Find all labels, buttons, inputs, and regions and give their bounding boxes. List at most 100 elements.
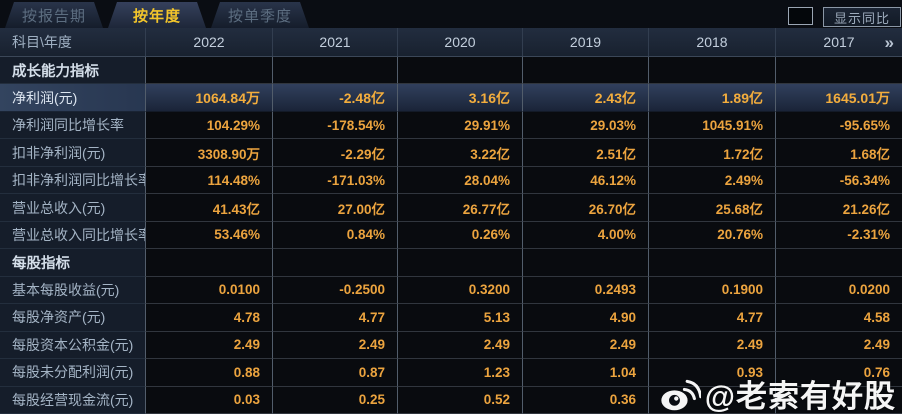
row-cell: 104.29% bbox=[145, 111, 272, 140]
row-cell: 21.26亿 bbox=[775, 194, 902, 222]
year-header-2021: 2021 bbox=[272, 28, 397, 56]
row-cell: 0.36 bbox=[522, 386, 648, 414]
row-cell bbox=[775, 249, 902, 277]
period-tab-bar: 按报告期 按年度 按单季度 显示同比 bbox=[0, 0, 902, 28]
row-cell: 0.0200 bbox=[775, 276, 902, 305]
row-cell bbox=[522, 249, 648, 277]
row-cell: 1.68亿 bbox=[775, 139, 902, 167]
row-cell: 4.58 bbox=[775, 304, 902, 332]
row-cell: 3.22亿 bbox=[397, 139, 522, 167]
year-header-2018: 2018 bbox=[648, 28, 775, 56]
table-row[interactable]: 每股净资产(元) 4.78 4.77 5.13 4.90 4.77 4.58 bbox=[0, 304, 902, 332]
row-label: 营业总收入同比增长率 bbox=[0, 221, 145, 250]
tab-yearly[interactable]: 按年度 bbox=[108, 2, 206, 28]
row-cell: 4.77 bbox=[648, 304, 775, 332]
row-cell: 1064.84万 bbox=[145, 84, 272, 112]
row-label: 每股指标 bbox=[0, 249, 145, 277]
show-yoy-button[interactable]: 显示同比 bbox=[823, 7, 901, 27]
row-cell: 0.87 bbox=[272, 359, 397, 387]
row-cell: -2.29亿 bbox=[272, 139, 397, 167]
row-cell: 2.49 bbox=[648, 331, 775, 360]
row-cell: 2.49% bbox=[648, 166, 775, 195]
more-years-icon[interactable]: » bbox=[884, 32, 894, 52]
row-cell: 25.68亿 bbox=[648, 194, 775, 222]
row-cell: 29.91% bbox=[397, 111, 522, 140]
row-cell: 3308.90万 bbox=[145, 139, 272, 167]
row-cell: 0.3200 bbox=[397, 276, 522, 305]
row-label: 每股净资产(元) bbox=[0, 304, 145, 332]
row-cell bbox=[775, 386, 902, 414]
row-label: 每股资本公积金(元) bbox=[0, 331, 145, 360]
row-label: 营业总收入(元) bbox=[0, 194, 145, 222]
row-cell: 0.03 bbox=[145, 386, 272, 414]
row-cell: 1.23 bbox=[397, 359, 522, 387]
row-cell bbox=[397, 57, 522, 85]
row-cell: 1645.01万 bbox=[775, 84, 902, 112]
row-cell: 3.16亿 bbox=[397, 84, 522, 112]
row-cell: 0.76 bbox=[775, 359, 902, 387]
row-cell: 2.49 bbox=[522, 331, 648, 360]
row-cell bbox=[272, 249, 397, 277]
row-cell: 2.49 bbox=[272, 331, 397, 360]
row-cell bbox=[648, 249, 775, 277]
row-cell: -2.48亿 bbox=[272, 84, 397, 112]
row-cell bbox=[648, 57, 775, 85]
tab-quarterly[interactable]: 按单季度 bbox=[211, 2, 309, 28]
row-cell: 114.48% bbox=[145, 166, 272, 195]
row-cell: -2.31% bbox=[775, 221, 902, 250]
table-row[interactable]: 扣非净利润同比增长率 114.48% -171.03% 28.04% 46.12… bbox=[0, 166, 902, 195]
table-row[interactable]: 净利润同比增长率 104.29% -178.54% 29.91% 29.03% … bbox=[0, 111, 902, 140]
row-label: 净利润(元) bbox=[0, 84, 145, 112]
year-header-2022: 2022 bbox=[145, 28, 272, 56]
table-row[interactable]: 成长能力指标 bbox=[0, 57, 902, 85]
table-header: 科目\年度 2022 2021 2020 2019 2018 2017 » bbox=[0, 28, 902, 57]
row-cell: -0.2500 bbox=[272, 276, 397, 305]
row-cell: -56.34% bbox=[775, 166, 902, 195]
row-cell: 4.78 bbox=[145, 304, 272, 332]
corner-header: 科目\年度 bbox=[12, 34, 72, 50]
row-cell: 2.43亿 bbox=[522, 84, 648, 112]
year-header-2019: 2019 bbox=[522, 28, 648, 56]
row-cell: 53.46% bbox=[145, 221, 272, 250]
row-cell bbox=[397, 249, 522, 277]
row-cell: 4.90 bbox=[522, 304, 648, 332]
table-row[interactable]: 基本每股收益(元) 0.0100 -0.2500 0.3200 0.2493 0… bbox=[0, 276, 902, 305]
row-label: 每股经营现金流(元) bbox=[0, 386, 145, 414]
year-header-2020: 2020 bbox=[397, 28, 522, 56]
row-cell bbox=[775, 57, 902, 85]
row-cell: 29.03% bbox=[522, 111, 648, 140]
table-row[interactable]: 净利润(元) 1064.84万 -2.48亿 3.16亿 2.43亿 1.89亿… bbox=[0, 84, 902, 112]
tab-report-period[interactable]: 按报告期 bbox=[5, 2, 103, 28]
row-cell: 26.77亿 bbox=[397, 194, 522, 222]
row-cell: 1.04 bbox=[522, 359, 648, 387]
row-cell: 0.93 bbox=[648, 359, 775, 387]
table-body: 成长能力指标 净利润(元) 1064.84万 -2.48亿 3.16亿 2.43… bbox=[0, 57, 902, 414]
row-cell: 2.51亿 bbox=[522, 139, 648, 167]
row-cell: 28.04% bbox=[397, 166, 522, 195]
table-row[interactable]: 营业总收入(元) 41.43亿 27.00亿 26.77亿 26.70亿 25.… bbox=[0, 194, 902, 222]
row-cell bbox=[648, 386, 775, 414]
row-label: 净利润同比增长率 bbox=[0, 111, 145, 140]
show-yoy-checkbox[interactable] bbox=[788, 7, 813, 25]
table-row[interactable]: 每股资本公积金(元) 2.49 2.49 2.49 2.49 2.49 2.49 bbox=[0, 331, 902, 360]
row-cell: 41.43亿 bbox=[145, 194, 272, 222]
table-row[interactable]: 营业总收入同比增长率 53.46% 0.84% 0.26% 4.00% 20.7… bbox=[0, 221, 902, 250]
row-cell: -178.54% bbox=[272, 111, 397, 140]
table-row[interactable]: 每股未分配利润(元) 0.88 0.87 1.23 1.04 0.93 0.76 bbox=[0, 359, 902, 387]
row-cell: 2.49 bbox=[775, 331, 902, 360]
row-cell: 27.00亿 bbox=[272, 194, 397, 222]
row-cell: 2.49 bbox=[145, 331, 272, 360]
row-cell bbox=[145, 57, 272, 85]
row-label: 成长能力指标 bbox=[0, 57, 145, 85]
row-cell: 4.77 bbox=[272, 304, 397, 332]
table-row[interactable]: 每股指标 bbox=[0, 249, 902, 277]
year-header-2017: 2017 » bbox=[775, 28, 902, 56]
row-cell: 46.12% bbox=[522, 166, 648, 195]
row-label: 每股未分配利润(元) bbox=[0, 359, 145, 387]
row-cell bbox=[145, 249, 272, 277]
table-row[interactable]: 扣非净利润(元) 3308.90万 -2.29亿 3.22亿 2.51亿 1.7… bbox=[0, 139, 902, 167]
row-cell: 0.2493 bbox=[522, 276, 648, 305]
table-row[interactable]: 每股经营现金流(元) 0.03 0.25 0.52 0.36 bbox=[0, 386, 902, 414]
row-cell: 2.49 bbox=[397, 331, 522, 360]
row-cell: -171.03% bbox=[272, 166, 397, 195]
